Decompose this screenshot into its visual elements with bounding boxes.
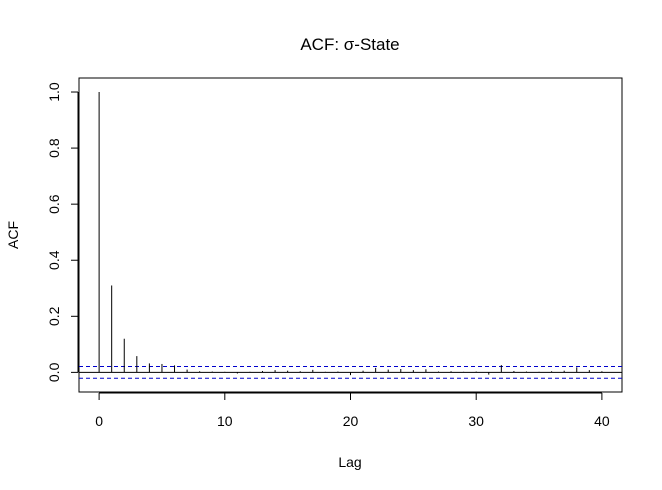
x-tick-label: 0: [95, 413, 103, 429]
x-axis-label: Lag: [338, 454, 361, 470]
plot-frame: [78, 77, 623, 393]
y-axis: 0.0 0.2 0.4 0.6 0.8 1.0: [46, 82, 79, 382]
y-tick-label: 0.6: [46, 194, 62, 214]
y-tick-label: 0.2: [46, 306, 62, 326]
y-tick-label: 0.4: [46, 250, 62, 270]
acf-spikes: [98, 92, 603, 376]
x-tick-label: 40: [594, 413, 610, 429]
x-tick-label: 10: [217, 413, 233, 429]
y-tick-label: 1.0: [46, 82, 62, 102]
x-tick-label: 20: [343, 413, 359, 429]
chart-title: ACF: σ-State: [300, 35, 399, 54]
x-axis: 0 10 20 30 40: [95, 392, 610, 429]
y-axis-label: ACF: [5, 221, 21, 249]
y-tick-label: 0.0: [46, 362, 62, 382]
y-tick-label: 0.8: [46, 138, 62, 158]
x-tick-label: 30: [468, 413, 484, 429]
